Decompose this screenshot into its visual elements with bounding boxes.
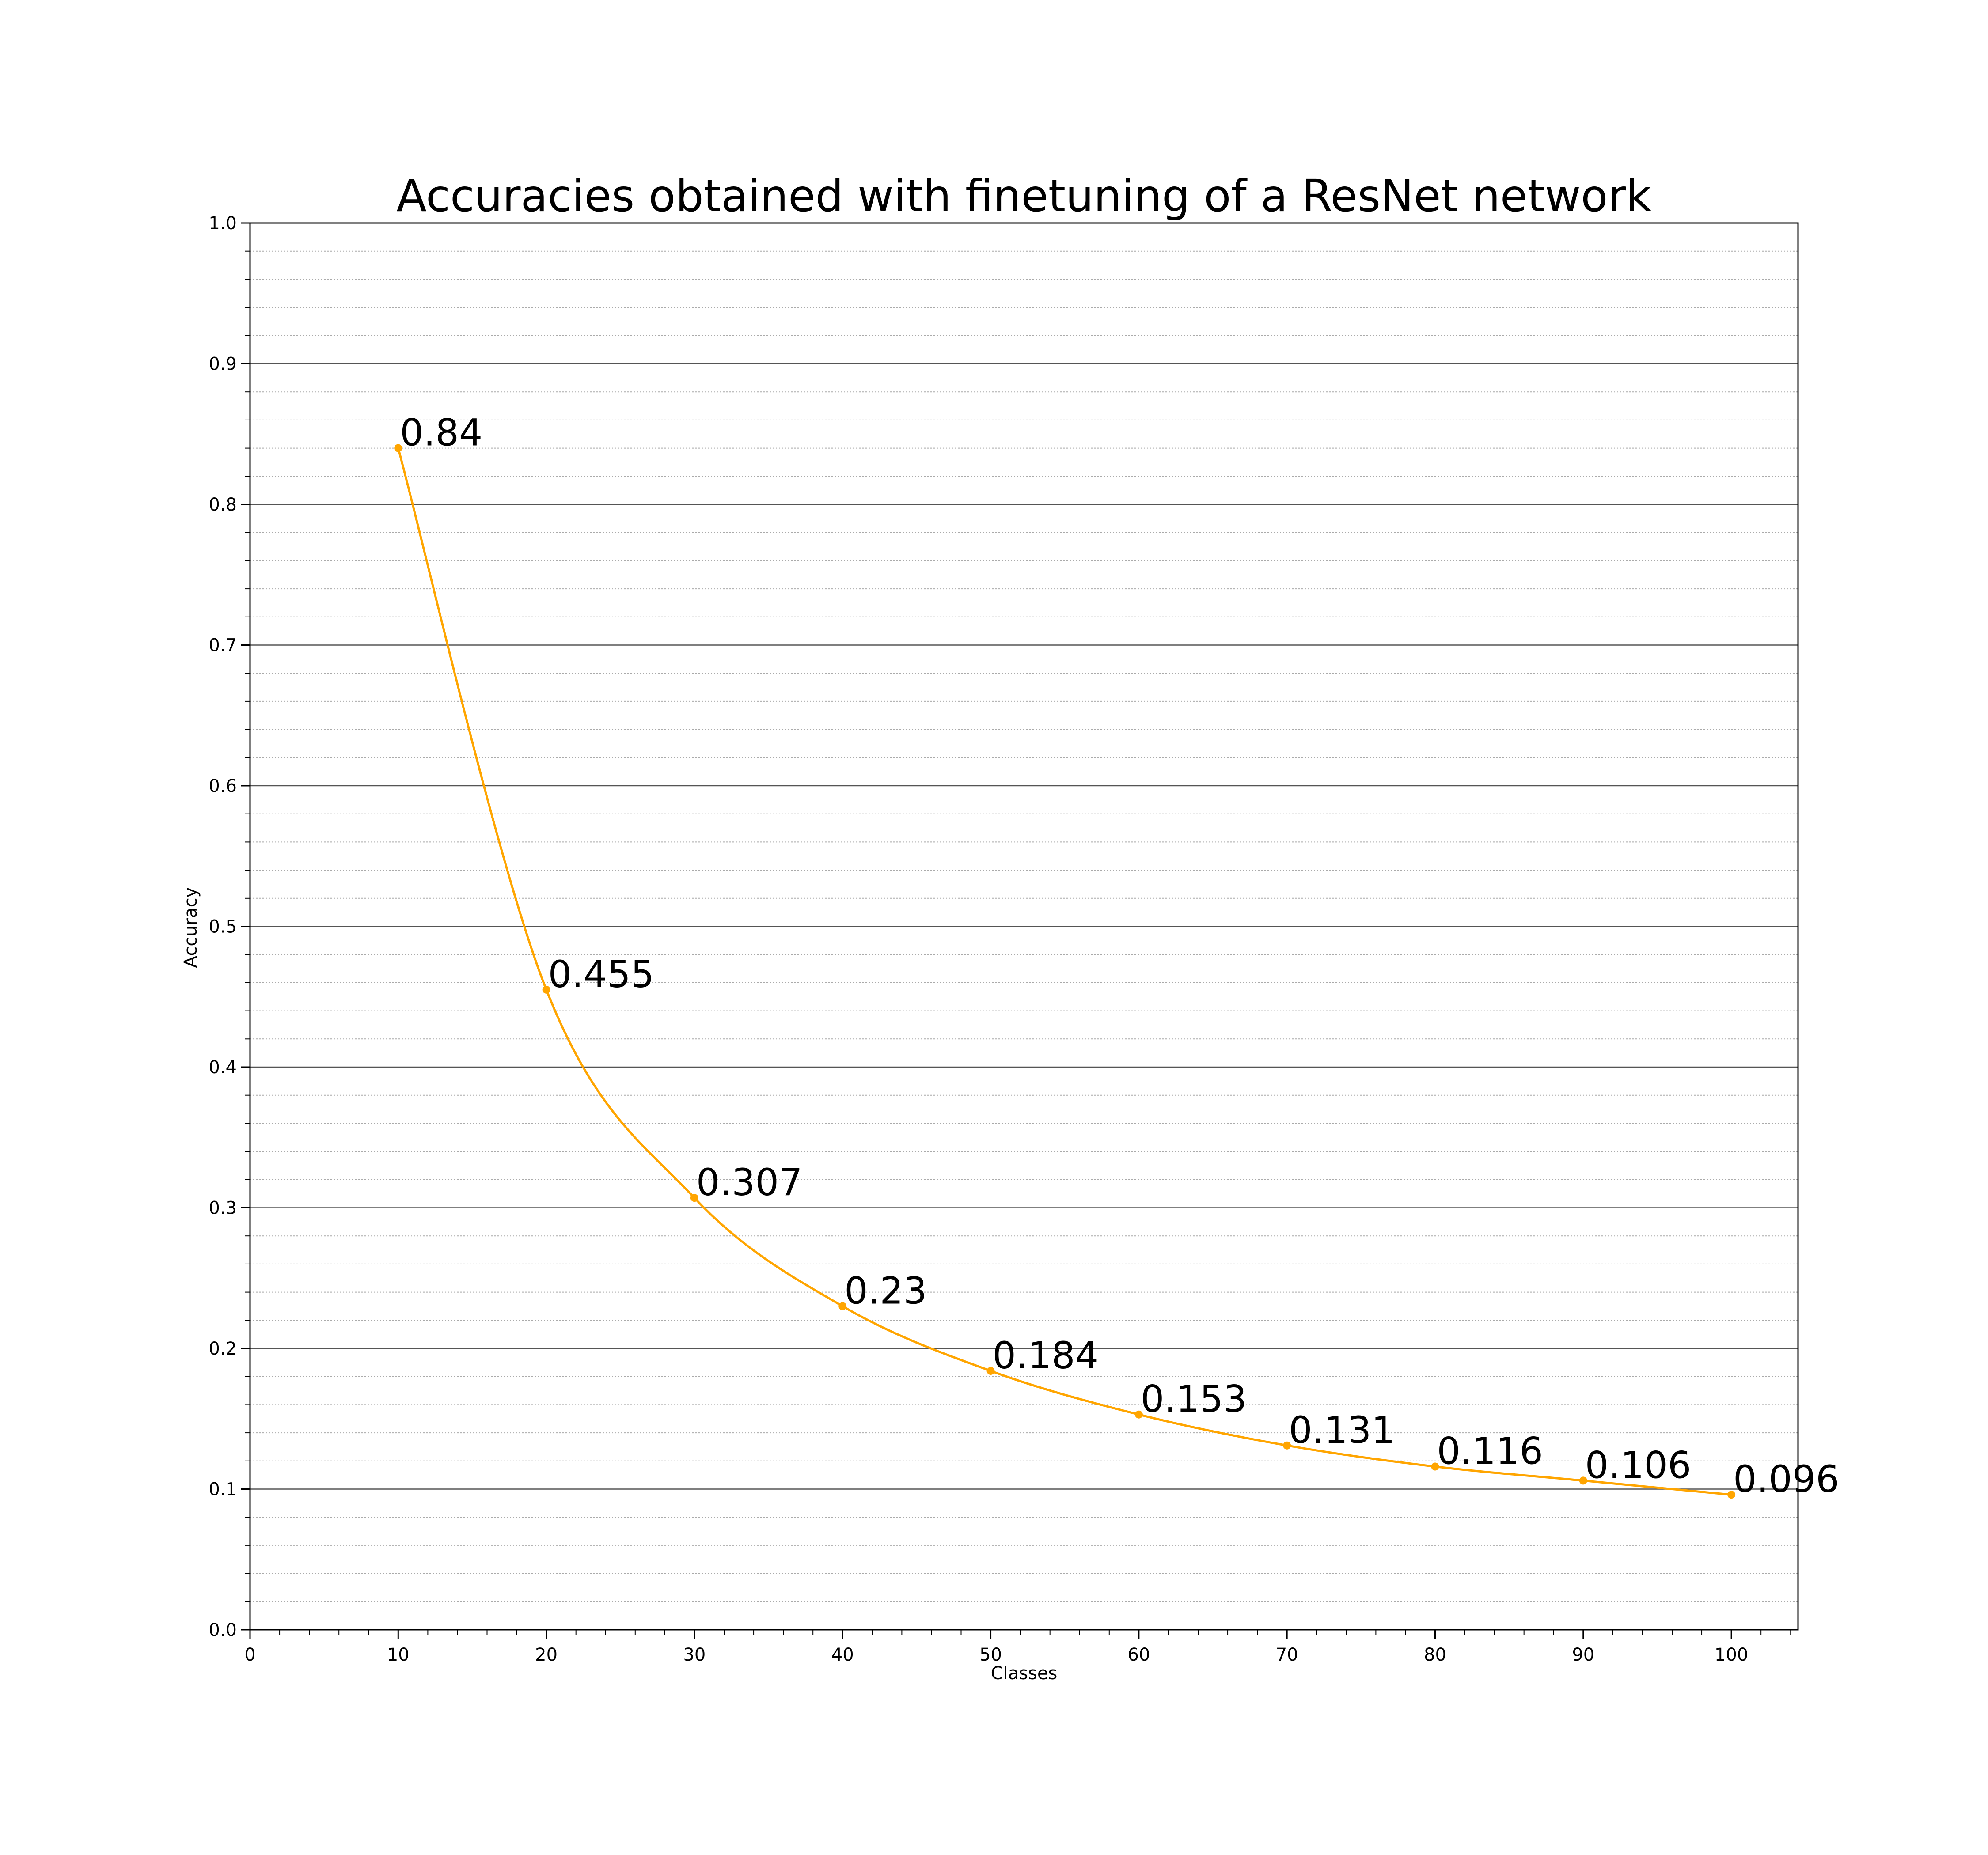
data-labels: 0.84 0.455 0.307 0.23 0.184 0.153 0.131 0.116 0.… — [400, 411, 1839, 1501]
data-label: 0.184 — [993, 1334, 1099, 1377]
x-tick-label: 100 — [1715, 1645, 1748, 1665]
data-label: 0.116 — [1437, 1430, 1543, 1473]
x-tick-label: 20 — [535, 1645, 558, 1665]
y-tick-label: 0.6 — [209, 776, 237, 796]
series — [394, 444, 1736, 1499]
x-tick-label: 90 — [1572, 1645, 1594, 1665]
chart-title: Accuracies obtained with finetuning of a… — [396, 170, 1651, 222]
data-label: 0.307 — [696, 1161, 802, 1204]
y-axis-label: Accuracy — [181, 887, 201, 968]
data-point — [986, 1367, 995, 1375]
data-label: 0.153 — [1141, 1378, 1247, 1421]
ticks: 0.0 0.1 0.2 0.3 0.4 0.5 0.6 0.7 0.8 0.9 1.0 0 10 20 30… — [209, 213, 1791, 1665]
data-label: 0.455 — [548, 953, 654, 996]
y-tick-label: 1.0 — [209, 213, 237, 234]
x-tick-label: 0 — [244, 1645, 255, 1665]
data-point — [690, 1194, 698, 1202]
y-tick-label: 0.7 — [209, 636, 237, 656]
x-tick-label: 60 — [1127, 1645, 1150, 1665]
x-axis-label: Classes — [991, 1663, 1058, 1684]
y-tick-label: 0.3 — [209, 1198, 237, 1219]
data-point — [838, 1302, 847, 1310]
data-point — [394, 444, 402, 452]
y-tick-label: 0.2 — [209, 1339, 237, 1359]
data-point — [542, 985, 550, 994]
x-tick-label: 50 — [979, 1645, 1002, 1665]
data-point — [1727, 1491, 1736, 1499]
series-line — [397, 447, 1733, 1496]
x-tick-label: 80 — [1424, 1645, 1446, 1665]
y-tick-label: 0.0 — [209, 1620, 237, 1640]
data-point — [1283, 1441, 1291, 1450]
x-tick-label: 40 — [831, 1645, 854, 1665]
data-label: 0.84 — [400, 411, 482, 454]
x-tick-label: 70 — [1276, 1645, 1298, 1665]
y-tick-label: 0.4 — [209, 1057, 237, 1078]
data-point — [1431, 1462, 1439, 1471]
x-tick-label: 30 — [683, 1645, 706, 1665]
data-point — [1579, 1476, 1587, 1485]
y-tick-label: 0.8 — [209, 495, 237, 515]
data-label: 0.23 — [844, 1269, 927, 1312]
data-point — [1134, 1410, 1143, 1419]
data-label: 0.096 — [1733, 1458, 1839, 1501]
y-tick-label: 0.5 — [209, 917, 237, 937]
y-tick-label: 0.9 — [209, 354, 237, 375]
y-tick-label: 0.1 — [209, 1480, 237, 1500]
data-label: 0.131 — [1289, 1408, 1395, 1452]
x-tick-label: 10 — [387, 1645, 410, 1665]
data-label: 0.106 — [1585, 1443, 1691, 1487]
